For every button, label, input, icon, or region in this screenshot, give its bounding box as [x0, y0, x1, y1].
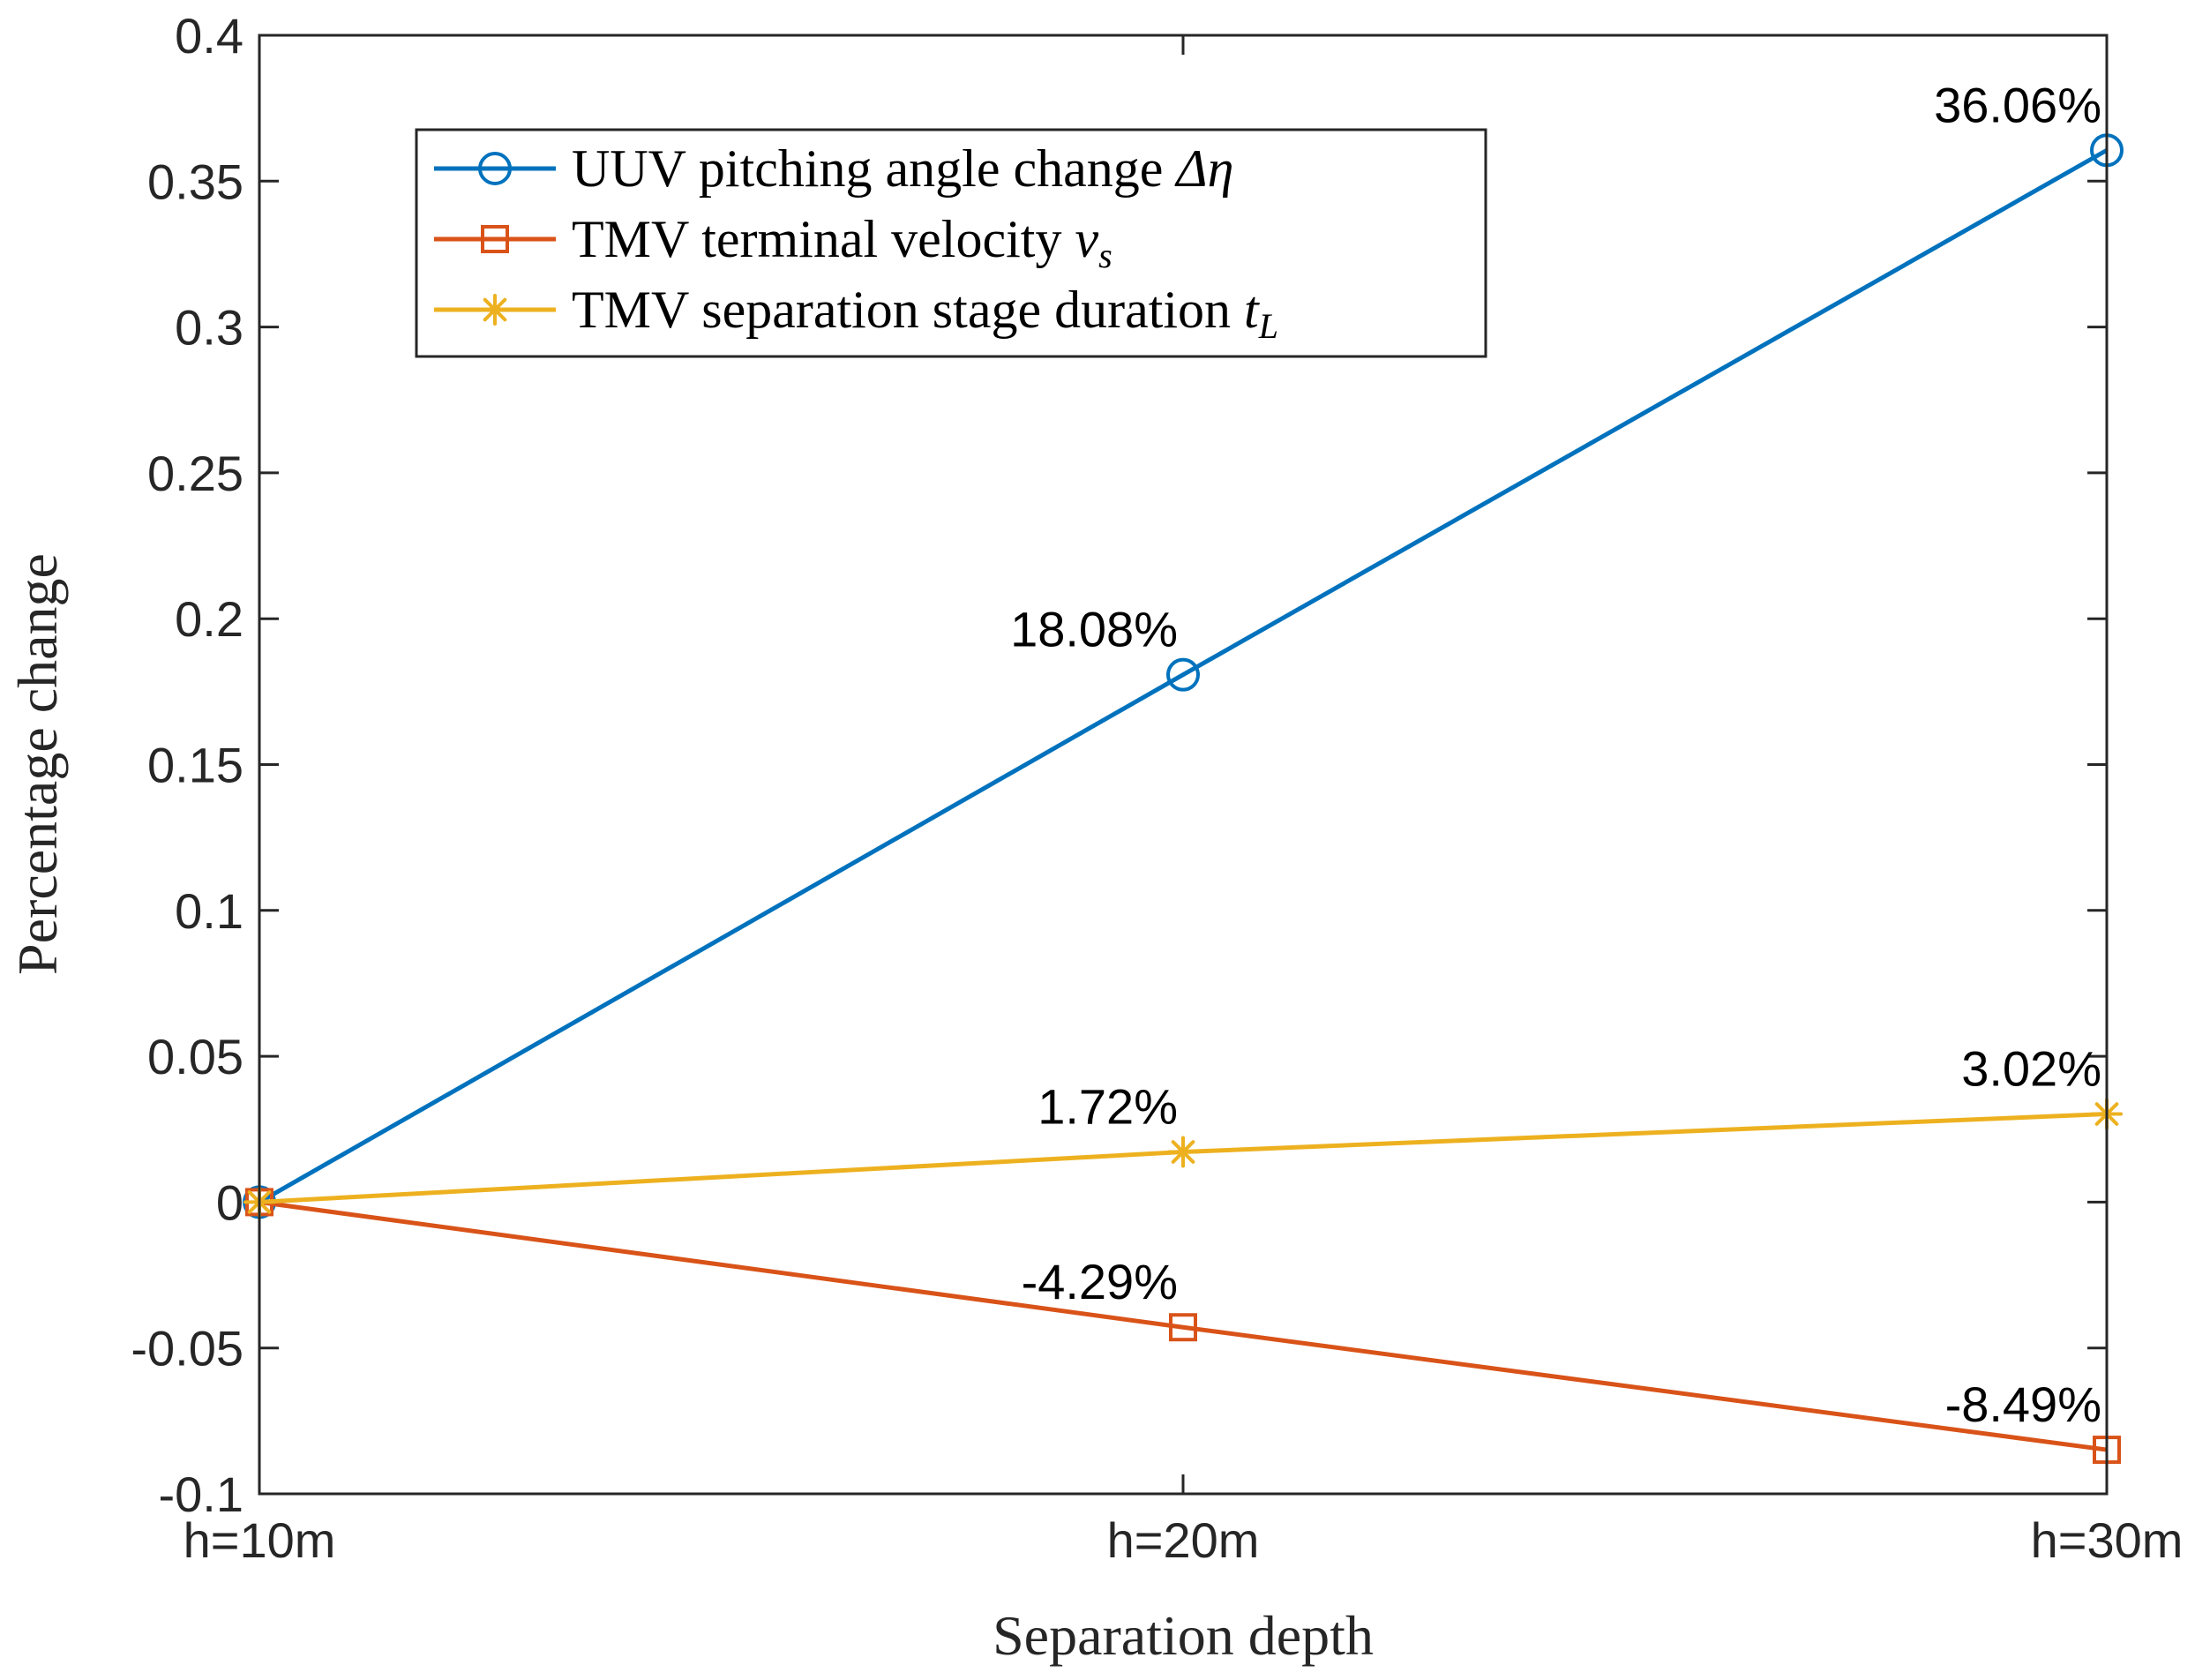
- legend-label: TMV terminal velocity vs: [572, 210, 1112, 275]
- y-tick-label: 0.3: [175, 300, 243, 356]
- legend-symbol: t: [1244, 281, 1260, 339]
- x-tick-label: h=10m: [184, 1512, 336, 1568]
- x-tick-label: h=20m: [1107, 1512, 1260, 1568]
- legend-name: TMV separation stage duration: [572, 281, 1244, 339]
- y-tick-label: 0.35: [147, 154, 243, 209]
- legend-subscript: s: [1098, 236, 1112, 275]
- data-label: -4.29%: [1022, 1254, 1178, 1309]
- legend-item: UUV pitching angle change Δη: [434, 139, 1233, 198]
- legend: UUV pitching angle change Δη TMV terminal…: [415, 128, 1487, 358]
- legend-box: [415, 128, 1487, 358]
- x-axis-title: Separation depth: [993, 1604, 1374, 1667]
- asterisk-marker: [1167, 1136, 1199, 1168]
- legend-name: TMV terminal velocity: [572, 210, 1075, 268]
- y-axis-title: Percentage change: [6, 553, 69, 975]
- data-label: 36.06%: [1934, 77, 2101, 132]
- data-labels: 18.08% 36.06% -4.29% -8.49% 1.72% 3.02%: [1010, 77, 2101, 1432]
- legend-item: TMV separation stage duration tL: [434, 281, 1278, 346]
- series-line: [258, 148, 2109, 1204]
- series-line: [258, 1199, 2108, 1452]
- circle-marker: [478, 152, 512, 185]
- square-marker: [1169, 1313, 1197, 1342]
- y-tick-label: 0.25: [147, 446, 243, 501]
- y-tick-label: 0: [216, 1174, 243, 1230]
- y-tick-label: 0.4: [175, 8, 243, 64]
- data-label: 1.72%: [1038, 1079, 1178, 1135]
- y-tick-label: 0.15: [147, 738, 243, 793]
- legend-label: TMV separation stage duration tL: [572, 281, 1278, 346]
- square-marker: [481, 225, 509, 253]
- legend-symbol: v: [1075, 210, 1098, 268]
- y-tick-label: 0.1: [175, 883, 243, 939]
- axes: -0.1 -0.05 0 0.05 0.1 0.15 0.2 0.25 0.3 0.35 0.4 h=…: [131, 8, 2183, 1568]
- legend-name: UUV pitching angle change: [572, 139, 1176, 198]
- data-label: 18.08%: [1010, 602, 1178, 657]
- circle-marker: [1166, 657, 1200, 692]
- series-layer: [243, 133, 2124, 1465]
- y-tick-label: -0.05: [131, 1321, 243, 1376]
- y-tick-label: -0.1: [159, 1466, 244, 1522]
- legend-label: UUV pitching angle change Δη: [572, 139, 1233, 198]
- asterisk-stroke: [483, 297, 507, 322]
- legend-item: TMV terminal velocity vs: [434, 210, 1112, 275]
- legend-symbol: Δη: [1174, 139, 1233, 198]
- y-tick-label: 0.05: [147, 1029, 243, 1084]
- asterisk-marker: [479, 294, 511, 326]
- legend-subscript: L: [1258, 306, 1278, 346]
- asterisk-stroke: [1171, 1140, 1195, 1164]
- plot-frame: [258, 34, 2109, 1496]
- x-tick-label: h=30m: [2031, 1512, 2184, 1568]
- data-label: 3.02%: [1961, 1041, 2101, 1097]
- y-tick-label: 0.2: [175, 591, 243, 647]
- data-label: -8.49%: [1945, 1376, 2101, 1432]
